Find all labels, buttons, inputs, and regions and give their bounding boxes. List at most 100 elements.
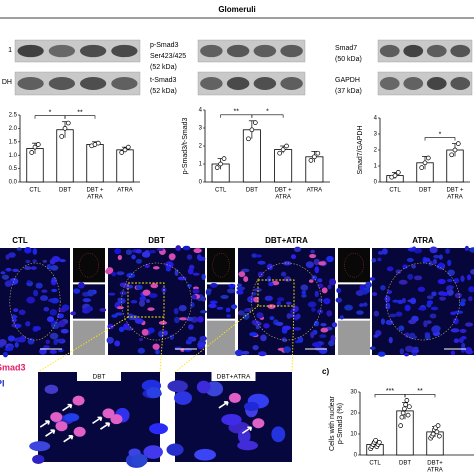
data-point <box>434 429 440 435</box>
nucleus <box>423 257 431 263</box>
nucleus <box>413 247 423 254</box>
nucleus <box>464 245 469 252</box>
nucleus <box>450 328 460 333</box>
nucleus <box>249 332 258 337</box>
glomerulus-outline <box>121 262 192 341</box>
nucleus <box>297 336 304 343</box>
nucleus <box>188 324 194 330</box>
nucleus <box>168 253 176 260</box>
nucleus <box>39 347 47 355</box>
data-point <box>277 150 283 156</box>
positive-nucleus <box>252 418 265 429</box>
micrograph-label: DBT <box>148 236 165 245</box>
nucleus <box>432 258 438 265</box>
nucleus <box>8 252 16 258</box>
nucleus <box>243 308 249 312</box>
nucleus <box>301 294 307 298</box>
nucleus <box>385 319 394 326</box>
nucleus <box>32 454 45 464</box>
nucleus <box>106 267 114 274</box>
nucleus <box>135 249 142 254</box>
significance-label: ** <box>234 109 240 116</box>
nucleus <box>399 348 405 355</box>
nucleus <box>260 334 267 342</box>
blot-band <box>200 44 223 58</box>
zoom-label: DBT+ATRA <box>217 374 251 381</box>
nucleus <box>118 326 125 333</box>
nucleus <box>320 327 329 333</box>
nucleus <box>43 306 50 312</box>
nucleus <box>417 286 426 292</box>
data-point <box>392 173 398 178</box>
nucleus <box>460 298 467 303</box>
nucleus <box>138 337 144 342</box>
nucleus <box>387 290 393 294</box>
nucleus <box>377 351 386 357</box>
blot-label: (52 kDa) <box>150 88 177 95</box>
data-point <box>65 120 71 126</box>
micrograph-label: DBT+ATRA <box>265 236 308 245</box>
nucleus <box>50 297 60 304</box>
blot-band <box>403 44 424 58</box>
x-tick-label: DBT <box>246 188 258 194</box>
arrow <box>63 434 74 443</box>
nucleus <box>210 282 218 288</box>
nucleus <box>406 257 414 263</box>
positive-nucleus <box>72 395 85 406</box>
nucleus <box>412 346 419 350</box>
nucleus <box>237 283 242 287</box>
nucleus <box>185 340 192 345</box>
nucleus <box>468 296 473 302</box>
nucleus <box>187 267 194 275</box>
nucleus <box>402 264 409 270</box>
nucleus <box>42 259 47 263</box>
nucleus <box>30 266 37 270</box>
nucleus <box>142 289 151 296</box>
nucleus <box>335 297 343 303</box>
x-tick-label: DBT + <box>86 188 104 194</box>
significance-bracket <box>424 137 456 141</box>
blot-band <box>48 77 75 90</box>
nucleus <box>429 246 438 254</box>
nucleus <box>46 316 55 323</box>
nucleus <box>247 296 255 303</box>
nucleus <box>280 271 287 277</box>
y-tick-label: 0.5 <box>9 166 18 172</box>
nucleus <box>251 319 257 325</box>
blot-label: (52 kDa) <box>150 64 177 71</box>
nucleus <box>111 314 118 318</box>
nucleus <box>24 247 32 254</box>
nucleus <box>283 276 292 282</box>
y-tick-label: 1.5 <box>9 139 18 145</box>
nucleus <box>326 255 334 263</box>
data-point <box>62 126 68 131</box>
nucleus <box>143 445 163 459</box>
nucleus <box>29 441 51 452</box>
nucleus <box>201 273 206 281</box>
nucleus <box>150 283 159 289</box>
inset-brightfield <box>338 320 370 355</box>
nucleus <box>336 287 342 294</box>
nucleus <box>439 296 446 301</box>
y-tick-label: 3 <box>374 132 378 138</box>
nucleus <box>257 271 264 278</box>
blot-band <box>379 77 400 90</box>
nucleus <box>464 347 473 354</box>
nucleus <box>283 261 292 266</box>
nucleus <box>267 275 272 283</box>
glomerulus-outline <box>9 262 61 341</box>
nucleus <box>373 334 379 338</box>
nucleus <box>57 320 66 328</box>
nucleus <box>220 294 229 300</box>
nucleus <box>119 290 128 296</box>
blot-label: Ser423/425 <box>150 53 186 60</box>
nucleus <box>314 345 323 352</box>
inset-red <box>73 248 105 283</box>
nucleus <box>319 334 327 338</box>
blot-band <box>253 77 277 90</box>
data-point <box>249 127 255 133</box>
nucleus <box>206 288 212 292</box>
blot <box>377 71 473 96</box>
nucleus <box>437 278 446 285</box>
micrograph-label: CTL <box>12 236 28 245</box>
